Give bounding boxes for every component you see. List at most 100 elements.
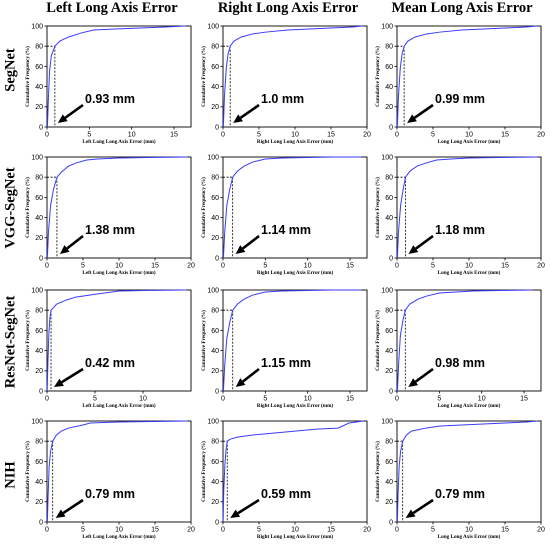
y-tick-label: 60 bbox=[385, 64, 393, 71]
cumulative-frequency-line bbox=[396, 420, 538, 523]
y-tick-label: 80 bbox=[211, 44, 219, 51]
annotation-arrow-shaft bbox=[64, 103, 84, 119]
y-tick-label: 20 bbox=[211, 104, 219, 111]
y-tick-label: 40 bbox=[211, 479, 219, 486]
annotation-arrow-shaft bbox=[241, 234, 260, 250]
annotation-arrow-head bbox=[59, 245, 70, 254]
annotation-label: 0.79 mm bbox=[435, 487, 485, 501]
y-tick-label: 40 bbox=[35, 84, 43, 91]
x-tick-label: 5 bbox=[81, 527, 85, 534]
x-tick-label: 0 bbox=[45, 396, 49, 403]
x-tick-label: 5 bbox=[257, 132, 261, 139]
y-tick-label: 40 bbox=[35, 215, 43, 222]
cumulative-frequency-line bbox=[46, 25, 186, 128]
x-axis-label: Right Long Long Axis Error (mm) bbox=[257, 402, 334, 409]
x-tick-label: 5 bbox=[81, 263, 85, 270]
x-tick-label: 10 bbox=[115, 263, 123, 270]
x-tick-label: 10 bbox=[139, 396, 147, 403]
x-axis-label: Left Long Long Axis Error (mm) bbox=[82, 138, 155, 145]
x-tick-label: 10 bbox=[465, 132, 473, 139]
y-tick-label: 100 bbox=[207, 418, 219, 425]
x-tick-label: 15 bbox=[346, 263, 354, 270]
x-tick-label: 10 bbox=[478, 396, 486, 403]
x-tick-label: 15 bbox=[520, 396, 528, 403]
y-tick-label: 80 bbox=[35, 44, 43, 51]
y-axis-label: Cumulative Frequency (%) bbox=[200, 46, 207, 107]
x-axis-label: Left Long Long Axis Error (mm) bbox=[82, 533, 155, 540]
y-tick-label: 100 bbox=[381, 418, 393, 425]
y-tick-label: 60 bbox=[385, 328, 393, 335]
x-tick-label: 20 bbox=[537, 132, 545, 139]
y-tick-label: 60 bbox=[211, 459, 219, 466]
x-axis-label: Long Long Axis Error (mm) bbox=[438, 269, 501, 276]
annotation-arrow-shaft bbox=[66, 234, 84, 250]
annotation-arrow-shaft bbox=[413, 103, 434, 119]
x-tick-label: 15 bbox=[501, 263, 509, 270]
y-axis-label: Cumulative Frequency (%) bbox=[374, 441, 381, 502]
x-axis-label: Right Long Long Axis Error (mm) bbox=[257, 533, 334, 540]
x-tick-label: 15 bbox=[327, 132, 335, 139]
x-tick-label: 10 bbox=[291, 527, 299, 534]
y-tick-label: 60 bbox=[385, 459, 393, 466]
x-tick-label: 0 bbox=[395, 132, 399, 139]
y-tick-label: 40 bbox=[385, 479, 393, 486]
x-tick-label: 0 bbox=[395, 527, 399, 534]
y-tick-label: 100 bbox=[381, 154, 393, 161]
annotation-arrow-shaft bbox=[242, 367, 260, 383]
y-axis-label: Cumulative Frequency (%) bbox=[200, 441, 207, 502]
y-tick-label: 40 bbox=[385, 215, 393, 222]
x-tick-label: 0 bbox=[221, 263, 225, 270]
chart-panel: 0 20 40 60 80 100 0 5 10 15 20 Long Long Axis Error… bbox=[374, 418, 545, 540]
cumulative-frequency-line bbox=[222, 156, 362, 259]
annotation-label: 0.99 mm bbox=[435, 92, 485, 106]
x-tick-label: 20 bbox=[537, 527, 545, 534]
x-tick-label: 20 bbox=[187, 527, 195, 534]
x-tick-label: 10 bbox=[304, 263, 312, 270]
x-tick-label: 0 bbox=[221, 527, 225, 534]
x-tick-label: 15 bbox=[346, 396, 354, 403]
annotation-arrow-head bbox=[230, 509, 241, 518]
annotation-label: 0.98 mm bbox=[435, 356, 485, 370]
x-tick-label: 5 bbox=[87, 132, 91, 139]
y-tick-label: 40 bbox=[35, 479, 43, 486]
y-tick-label: 0 bbox=[215, 124, 219, 131]
annotation-arrow-head bbox=[54, 378, 64, 387]
y-tick-label: 20 bbox=[35, 368, 43, 375]
y-axis-label: Cumulative Frequency (%) bbox=[374, 177, 381, 238]
y-tick-label: 20 bbox=[211, 499, 219, 506]
x-axis-label: Long Long Axis Error (mm) bbox=[438, 533, 501, 540]
x-tick-label: 0 bbox=[221, 396, 225, 403]
y-tick-label: 100 bbox=[31, 23, 43, 30]
y-tick-label: 60 bbox=[35, 64, 43, 71]
y-tick-label: 20 bbox=[35, 104, 43, 111]
annotation-label: 0.59 mm bbox=[261, 487, 311, 501]
y-tick-label: 80 bbox=[385, 175, 393, 182]
y-tick-label: 60 bbox=[211, 64, 219, 71]
y-axis-label: Cumulative Frequency (%) bbox=[24, 46, 31, 107]
plot-frame bbox=[46, 156, 192, 259]
y-tick-label: 100 bbox=[31, 418, 43, 425]
cumulative-frequency-line bbox=[222, 420, 364, 523]
x-tick-label: 0 bbox=[395, 263, 399, 270]
y-tick-label: 0 bbox=[39, 124, 43, 131]
x-tick-label: 5 bbox=[263, 396, 267, 403]
annotation-arrow-shaft bbox=[62, 498, 84, 515]
x-tick-label: 0 bbox=[45, 527, 49, 534]
annotation-arrow-head bbox=[233, 114, 243, 123]
y-axis-label: Cumulative Frequency (%) bbox=[24, 310, 31, 371]
y-tick-label: 40 bbox=[211, 348, 219, 355]
x-axis-label: Left Long Long Axis Error (mm) bbox=[82, 269, 155, 276]
x-tick-label: 0 bbox=[45, 132, 49, 139]
x-tick-label: 15 bbox=[170, 132, 178, 139]
cumulative-frequency-line bbox=[46, 156, 188, 259]
y-tick-label: 80 bbox=[385, 44, 393, 51]
column-title-mean: Mean Long Axis Error bbox=[391, 0, 533, 16]
y-tick-label: 20 bbox=[385, 368, 393, 375]
y-tick-label: 40 bbox=[211, 84, 219, 91]
annotation-label: 0.79 mm bbox=[85, 487, 135, 501]
x-tick-label: 20 bbox=[537, 263, 545, 270]
annotation-arrow-shaft bbox=[60, 367, 84, 384]
y-tick-label: 80 bbox=[35, 175, 43, 182]
annotation-label: 1.0 mm bbox=[261, 92, 304, 106]
y-tick-label: 60 bbox=[211, 195, 219, 202]
